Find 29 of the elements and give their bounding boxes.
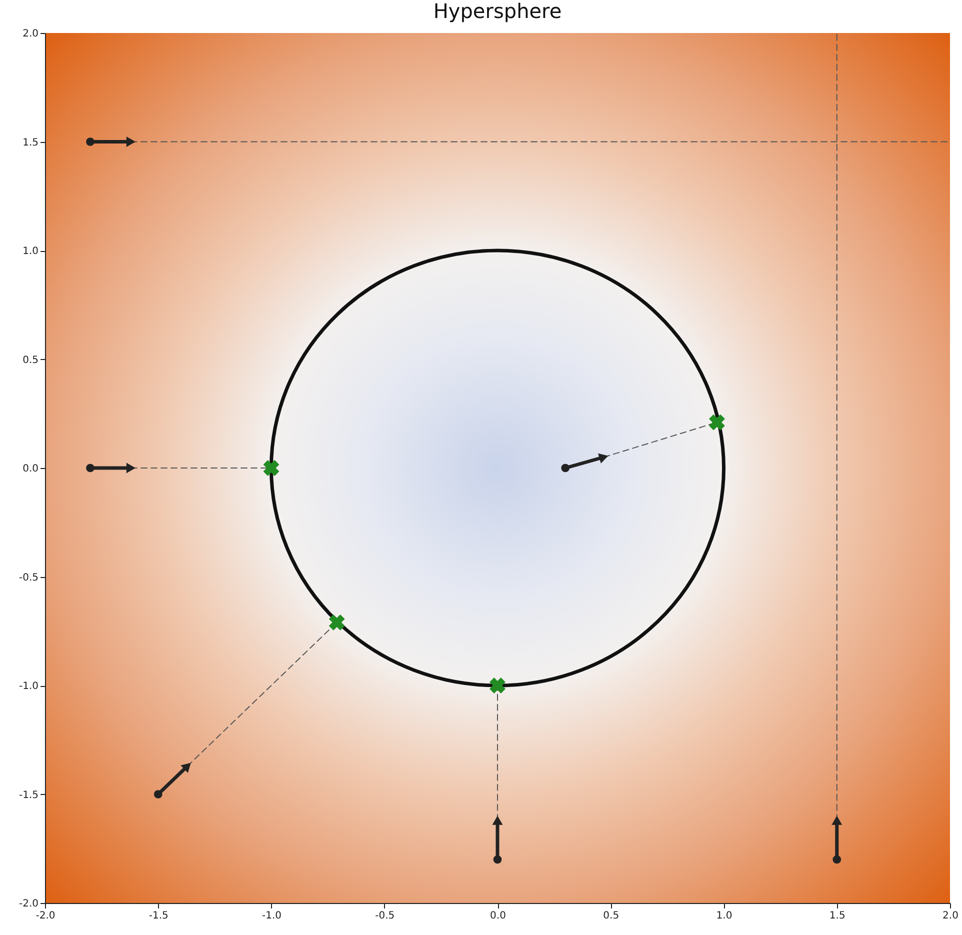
x-tick-label: -1.5 bbox=[148, 910, 168, 922]
x-tick-label: 0.5 bbox=[603, 910, 620, 922]
x-tick-label: -2.0 bbox=[36, 910, 56, 922]
y-tick-label: 0.5 bbox=[22, 354, 38, 366]
point bbox=[832, 855, 842, 864]
x-tick-label: 2.0 bbox=[942, 910, 958, 922]
x-tick-label: 1.5 bbox=[829, 910, 846, 922]
y-tick-label: 0.0 bbox=[22, 464, 38, 474]
point bbox=[328, 614, 345, 630]
x-tick-label: -0.5 bbox=[375, 910, 395, 922]
point bbox=[490, 678, 506, 694]
y-tick-label: -1.5 bbox=[18, 790, 38, 801]
point bbox=[493, 855, 502, 864]
y-tick-label: -0.5 bbox=[18, 572, 38, 584]
y-tick-label: 1.5 bbox=[22, 137, 38, 148]
y-tick-label: -2.0 bbox=[18, 898, 38, 910]
y-tick-label: 1.0 bbox=[22, 246, 38, 257]
y-tick-label: -1.0 bbox=[18, 681, 38, 692]
chart-title: Hypersphere bbox=[433, 0, 562, 23]
y-tick-label: 2.0 bbox=[22, 28, 38, 40]
point bbox=[708, 414, 725, 430]
point bbox=[86, 138, 94, 146]
point bbox=[263, 460, 280, 476]
x-tick-label: 0.0 bbox=[490, 910, 506, 922]
point bbox=[154, 790, 162, 798]
point bbox=[86, 464, 94, 472]
point bbox=[561, 464, 570, 472]
x-tick-label: 1.0 bbox=[716, 910, 732, 922]
x-tick-label: -1.0 bbox=[262, 910, 282, 922]
